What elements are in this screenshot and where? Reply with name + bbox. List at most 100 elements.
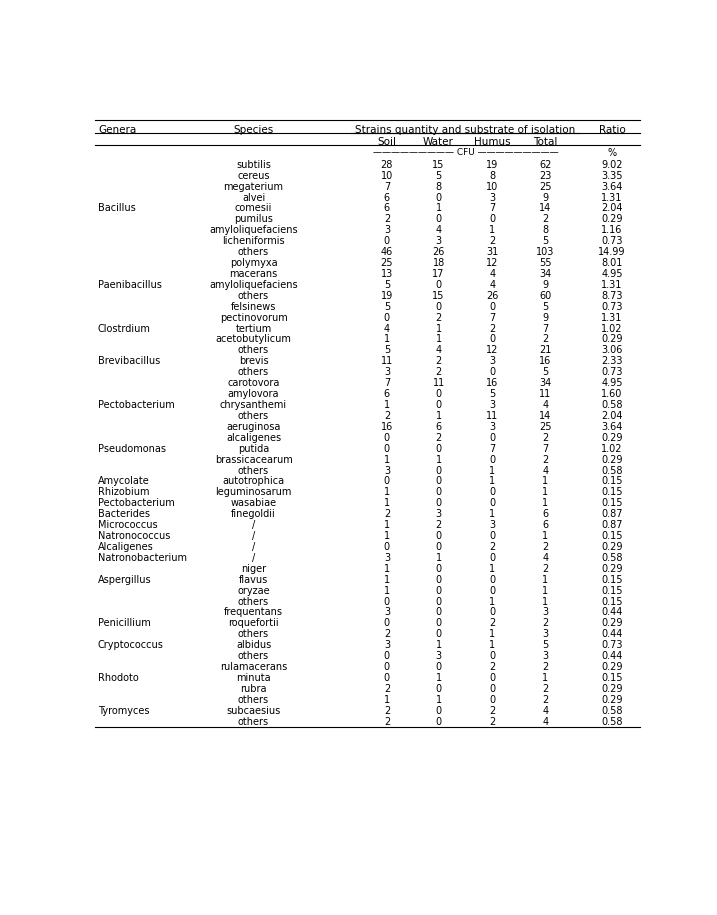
Text: 0: 0 (384, 433, 390, 443)
Text: 0.73: 0.73 (602, 640, 622, 651)
Text: chrysanthemi: chrysanthemi (220, 400, 287, 410)
Text: 0: 0 (384, 673, 390, 683)
Text: 8: 8 (542, 225, 549, 235)
Text: 7: 7 (490, 313, 495, 323)
Text: 0.29: 0.29 (602, 662, 622, 673)
Text: 0.58: 0.58 (602, 553, 622, 563)
Text: 5: 5 (384, 345, 390, 355)
Text: 5: 5 (384, 280, 390, 290)
Text: 3: 3 (490, 520, 495, 530)
Text: 0.29: 0.29 (602, 694, 622, 705)
Text: 1: 1 (490, 225, 495, 235)
Text: oryzae: oryzae (237, 586, 270, 596)
Text: 1: 1 (490, 466, 495, 476)
Text: 0: 0 (435, 608, 442, 618)
Text: 2.04: 2.04 (602, 411, 622, 421)
Text: putida: putida (238, 444, 269, 454)
Text: 0: 0 (490, 608, 495, 618)
Text: 1: 1 (435, 640, 442, 651)
Text: 34: 34 (539, 269, 551, 279)
Text: 1.31: 1.31 (602, 313, 622, 323)
Text: 0: 0 (490, 302, 495, 312)
Text: /: / (252, 520, 255, 530)
Text: /: / (252, 553, 255, 563)
Text: 3: 3 (435, 510, 442, 519)
Text: 1: 1 (435, 673, 442, 683)
Text: 1: 1 (490, 640, 495, 651)
Text: 8: 8 (435, 181, 442, 191)
Text: 6: 6 (435, 422, 442, 432)
Text: 5: 5 (542, 640, 549, 651)
Text: 7: 7 (542, 444, 549, 454)
Text: 8.73: 8.73 (602, 291, 622, 301)
Text: 14: 14 (539, 203, 551, 213)
Text: 0: 0 (435, 716, 442, 727)
Text: Brevibacillus: Brevibacillus (98, 356, 160, 366)
Text: 4.95: 4.95 (602, 269, 622, 279)
Text: 19: 19 (381, 291, 393, 301)
Text: aeruginosa: aeruginosa (227, 422, 281, 432)
Text: others: others (238, 630, 269, 640)
Text: 1.31: 1.31 (602, 280, 622, 290)
Text: polymyxa: polymyxa (229, 258, 277, 268)
Text: 2: 2 (490, 324, 495, 334)
Text: 7: 7 (490, 444, 495, 454)
Text: 1.31: 1.31 (602, 192, 622, 202)
Text: Aspergillus: Aspergillus (98, 575, 151, 585)
Text: leguminosarum: leguminosarum (215, 488, 292, 498)
Text: 3: 3 (384, 225, 390, 235)
Text: others: others (238, 291, 269, 301)
Text: 0.29: 0.29 (602, 214, 622, 224)
Text: 0: 0 (490, 553, 495, 563)
Text: 0: 0 (435, 597, 442, 607)
Text: 15: 15 (432, 160, 445, 170)
Text: 3: 3 (435, 651, 442, 662)
Text: 1: 1 (384, 564, 390, 574)
Text: 1: 1 (542, 586, 549, 596)
Text: 11: 11 (486, 411, 498, 421)
Text: macerans: macerans (229, 269, 277, 279)
Text: 2: 2 (490, 619, 495, 629)
Text: 16: 16 (381, 422, 393, 432)
Text: 25: 25 (539, 422, 551, 432)
Text: 14: 14 (539, 411, 551, 421)
Text: 0: 0 (490, 455, 495, 465)
Text: 60: 60 (539, 291, 551, 301)
Text: 3: 3 (384, 367, 390, 377)
Text: 0: 0 (435, 477, 442, 487)
Text: Bacillus: Bacillus (98, 203, 136, 213)
Text: 25: 25 (381, 258, 393, 268)
Text: Ratio: Ratio (599, 124, 625, 135)
Text: 2: 2 (542, 542, 549, 552)
Text: 2: 2 (542, 214, 549, 224)
Text: 28: 28 (381, 160, 393, 170)
Text: 14.99: 14.99 (598, 247, 626, 257)
Text: 1: 1 (435, 411, 442, 421)
Text: 5: 5 (384, 302, 390, 312)
Text: Tyromyces: Tyromyces (98, 705, 149, 716)
Text: 1: 1 (384, 455, 390, 465)
Text: /: / (252, 531, 255, 541)
Text: 1: 1 (490, 630, 495, 640)
Text: 1: 1 (542, 673, 549, 683)
Text: 7: 7 (384, 181, 390, 191)
Text: ————————— CFU —————————: ————————— CFU ————————— (374, 148, 559, 157)
Text: Bacterides: Bacterides (98, 510, 150, 519)
Text: 1: 1 (435, 203, 442, 213)
Text: 0.58: 0.58 (602, 466, 622, 476)
Text: Alcaligenes: Alcaligenes (98, 542, 153, 552)
Text: others: others (238, 367, 269, 377)
Text: 0.87: 0.87 (602, 510, 622, 519)
Text: 0: 0 (435, 531, 442, 541)
Text: 4: 4 (542, 400, 549, 410)
Text: others: others (238, 247, 269, 257)
Text: 0: 0 (384, 597, 390, 607)
Text: acetobutylicum: acetobutylicum (216, 335, 292, 344)
Text: %: % (607, 148, 617, 157)
Text: 0: 0 (435, 630, 442, 640)
Text: 1.16: 1.16 (602, 225, 622, 235)
Text: 2.33: 2.33 (602, 356, 622, 366)
Text: 1: 1 (542, 477, 549, 487)
Text: 0: 0 (384, 444, 390, 454)
Text: 19: 19 (486, 160, 498, 170)
